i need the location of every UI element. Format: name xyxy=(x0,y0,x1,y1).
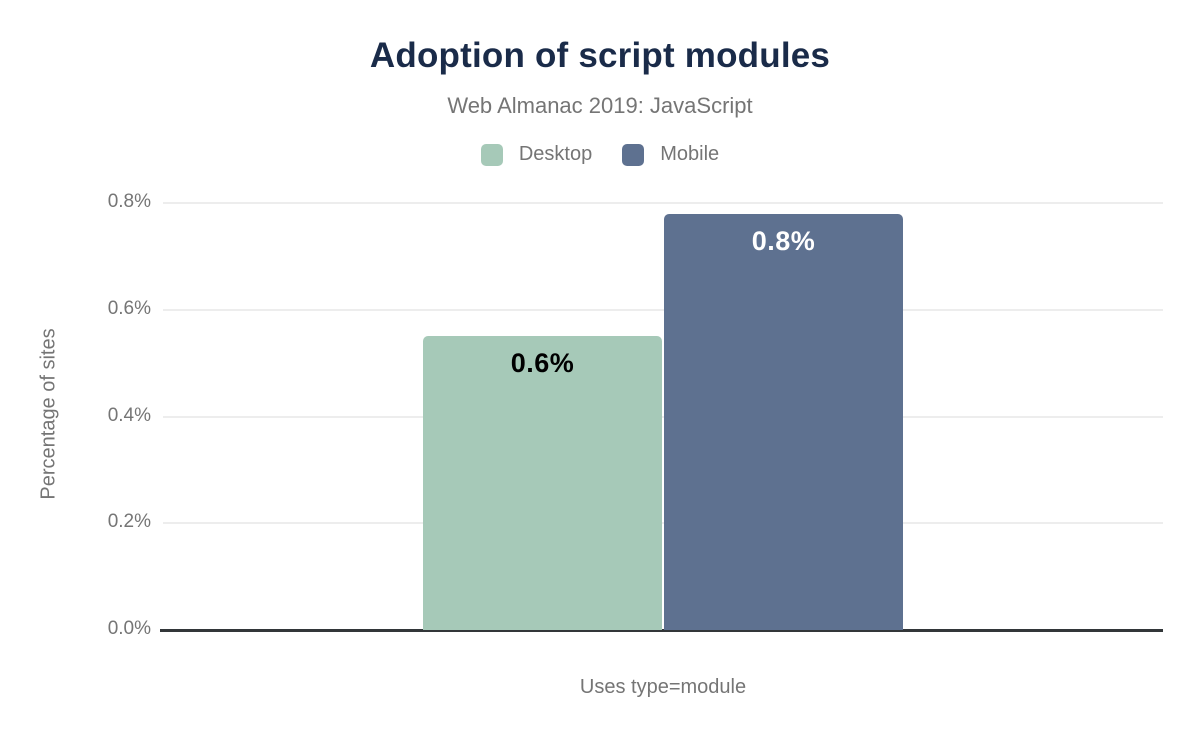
legend-label-desktop: Desktop xyxy=(518,143,593,165)
y-tick-label: 0.0% xyxy=(107,618,151,639)
plot-area: 0.0% 0.2% 0.4% 0.6% 0.8% 0.6% 0.8% xyxy=(108,191,1163,639)
bar-value-label: 0.6% xyxy=(510,348,575,379)
mobile-swatch-icon xyxy=(622,143,645,166)
y-tick-label: 0.8% xyxy=(107,191,151,212)
y-axis-title: Percentage of sites xyxy=(37,328,60,500)
y-tick-label: 0.2% xyxy=(107,511,151,533)
gridline xyxy=(163,308,1163,311)
chart-title: Adoption of script modules xyxy=(369,36,831,75)
desktop-swatch-icon xyxy=(480,143,503,166)
legend-label-mobile: Mobile xyxy=(660,143,720,165)
gridline xyxy=(163,202,1163,204)
bar-mobile[interactable]: 0.8% xyxy=(664,213,903,630)
legend-item-mobile: Mobile xyxy=(622,143,719,166)
bar-value-label: 0.8% xyxy=(751,225,816,256)
y-tick-label: 0.6% xyxy=(107,297,151,319)
x-axis-baseline xyxy=(160,629,1163,632)
chart-subtitle: Web Almanac 2019: JavaScript xyxy=(447,93,753,118)
legend: Desktop Mobile xyxy=(0,143,1200,166)
x-axis-title: Uses type=module xyxy=(579,676,747,698)
gridline xyxy=(163,415,1163,418)
y-tick-label: 0.4% xyxy=(107,404,151,426)
gridline xyxy=(163,522,1163,525)
bar-desktop[interactable]: 0.6% xyxy=(423,336,662,630)
legend-item-desktop: Desktop xyxy=(480,143,593,166)
